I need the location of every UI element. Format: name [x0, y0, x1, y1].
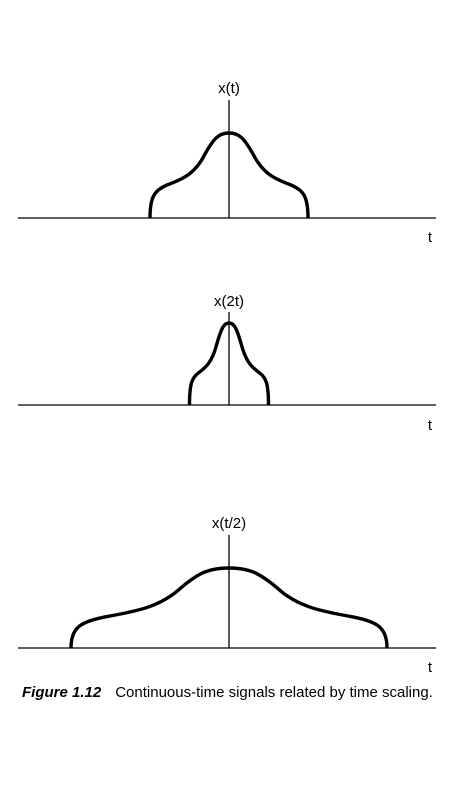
figure-caption: Figure 1.12 Continuous-time signals relat… [22, 683, 452, 702]
caption-text: Continuous-time signals related by time … [115, 684, 433, 701]
axis-label-t: t [428, 229, 433, 246]
signal-label: x(t/2) [212, 515, 246, 532]
panel-x-t: x(t) t [18, 80, 436, 246]
signal-curve [69, 566, 389, 649]
time-scaling-figure: x(t) t x(2t) t x(t/2) t [18, 80, 436, 676]
axis-label-t: t [428, 417, 433, 434]
figure-number: Figure 1.12 [22, 684, 102, 701]
signal-label: x(t) [218, 80, 240, 97]
signal-label: x(2t) [214, 293, 244, 310]
panel-x-2t: x(2t) t [18, 293, 436, 434]
signal-curve [187, 321, 271, 406]
panel-x-t-half: x(t/2) t [18, 515, 436, 676]
axis-label-t: t [428, 659, 433, 676]
signal-curve [148, 131, 310, 219]
